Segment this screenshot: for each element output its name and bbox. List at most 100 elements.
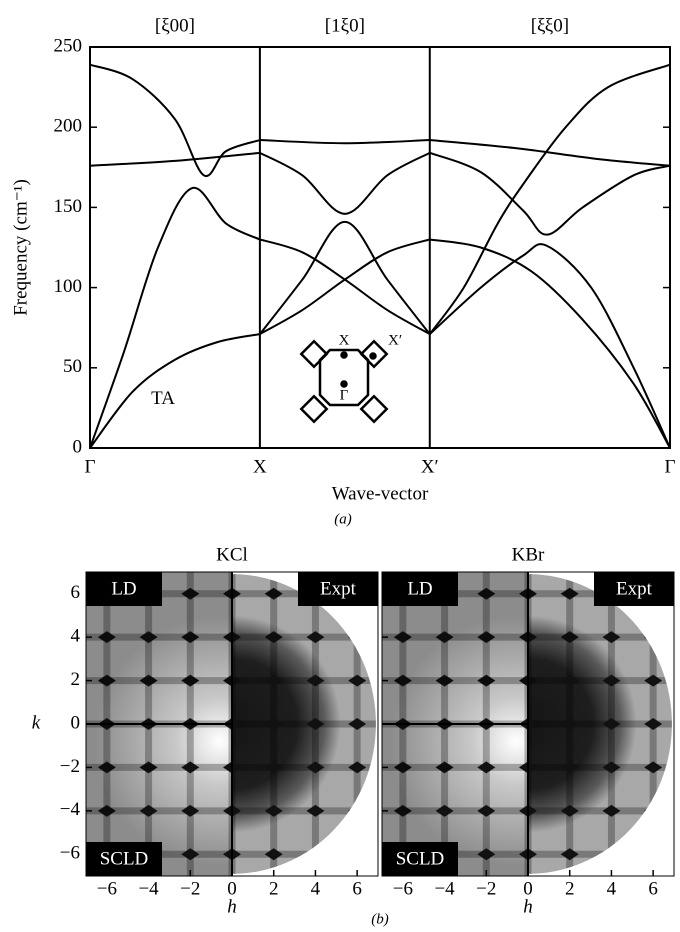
bragg-spot — [393, 761, 412, 774]
bragg-spot — [477, 587, 496, 600]
dispersion-curve — [429, 238, 671, 449]
x-axis-label: Wave-vector — [332, 483, 429, 504]
x-tick-label: 2 — [565, 878, 575, 899]
y-tick-label: −6 — [60, 843, 80, 864]
y-axis-label: Frequency (cm⁻¹) — [10, 179, 31, 316]
dispersion-curve — [259, 151, 431, 215]
y-tick-label: 150 — [54, 196, 83, 217]
y-tick-label: −4 — [60, 799, 81, 820]
dispersion-curve — [259, 220, 431, 335]
bragg-spot — [393, 674, 412, 687]
bragg-spot — [519, 761, 528, 774]
bragg-spot — [223, 587, 232, 600]
bragg-spot — [264, 804, 283, 817]
bragg-spot — [181, 631, 200, 644]
bragg-spot — [139, 761, 158, 774]
bragg-spot — [528, 761, 537, 774]
panel-label: LD — [407, 578, 432, 599]
segment-label: [ξ00] — [155, 15, 195, 36]
bragg-spot — [602, 804, 621, 817]
x-tick-label: 4 — [311, 878, 321, 899]
panel-title: KBr — [512, 544, 545, 565]
bragg-spot — [435, 761, 454, 774]
bragg-spot — [602, 631, 621, 644]
bragg-spot — [528, 804, 537, 817]
bragg-spot — [348, 718, 367, 730]
bragg-spot — [97, 804, 116, 817]
bragg-spot — [519, 674, 528, 687]
bragg-spot — [181, 804, 200, 817]
bragg-spot — [97, 674, 116, 687]
inset-label: X′ — [388, 332, 402, 348]
bragg-spot — [223, 848, 232, 861]
panel-title: KCl — [216, 544, 248, 565]
bragg-spot — [560, 631, 579, 644]
bragg-spot — [232, 674, 241, 687]
label-box — [382, 842, 458, 876]
x-tick-label: 0 — [523, 878, 533, 899]
bragg-spot — [264, 761, 283, 774]
label-box — [594, 572, 674, 606]
annotation: TA — [151, 388, 175, 409]
x-tick-label: 2 — [269, 878, 279, 899]
bragg-spot — [264, 718, 283, 730]
y-tick-label: 4 — [71, 626, 81, 647]
bragg-spot — [519, 587, 528, 600]
bragg-spot — [348, 848, 367, 861]
bragg-spot — [264, 674, 283, 687]
bragg-spot — [223, 674, 232, 687]
x-tick-label: −2 — [180, 878, 200, 899]
dispersion-curve — [89, 187, 261, 449]
x-tick-label: Γ — [665, 456, 676, 477]
x-tick-label: 0 — [227, 878, 237, 899]
inset — [299, 339, 389, 424]
x-tick-label: 6 — [648, 878, 658, 899]
bragg-spot — [560, 587, 579, 600]
y-axis-label: k — [32, 712, 41, 733]
bragg-spot — [181, 587, 200, 600]
bragg-spot — [602, 761, 621, 774]
segment-label: [ξξ0] — [531, 15, 569, 36]
bragg-spot — [348, 674, 367, 687]
x-tick-label: 4 — [607, 878, 617, 899]
bragg-spot — [528, 848, 537, 861]
bragg-spot — [232, 587, 241, 600]
bragg-spot — [264, 587, 283, 600]
dispersion-curve — [429, 243, 671, 449]
bragg-spot — [393, 631, 412, 644]
bragg-spot — [477, 848, 496, 861]
bragg-spot — [306, 674, 325, 687]
bragg-spot — [528, 587, 537, 600]
x-tick-label: X — [253, 456, 267, 477]
x-axis-label: h — [227, 896, 237, 917]
bragg-spot — [223, 761, 232, 774]
bragg-spot — [139, 804, 158, 817]
bragg-spot — [435, 804, 454, 817]
bragg-spot — [223, 804, 232, 817]
bragg-spot — [528, 718, 537, 730]
bragg-spot — [232, 848, 241, 861]
caption: (b) — [371, 911, 389, 927]
bragg-spot — [644, 718, 663, 730]
y-tick-label: 50 — [63, 356, 82, 377]
inset-label: X — [339, 332, 350, 348]
bragg-spot — [560, 848, 579, 861]
bragg-spot — [232, 761, 241, 774]
bragg-spot — [477, 674, 496, 687]
caption: (a) — [334, 511, 352, 527]
panel-label: SCLD — [100, 848, 149, 869]
bragg-spot — [560, 761, 579, 774]
x-tick-label: X′ — [421, 456, 439, 477]
bragg-spot — [306, 804, 325, 817]
bragg-spot — [232, 718, 241, 730]
bragg-spot — [560, 718, 579, 730]
panel-label: SCLD — [396, 848, 445, 869]
x-tick-label: Γ — [85, 456, 96, 477]
label-box — [298, 572, 378, 606]
x-tick-label: −2 — [476, 878, 496, 899]
y-tick-label: 200 — [54, 116, 83, 137]
label-box — [86, 572, 162, 606]
y-tick-label: 250 — [54, 35, 83, 56]
y-tick-label: 2 — [71, 669, 81, 690]
dispersion-curve — [429, 151, 671, 236]
